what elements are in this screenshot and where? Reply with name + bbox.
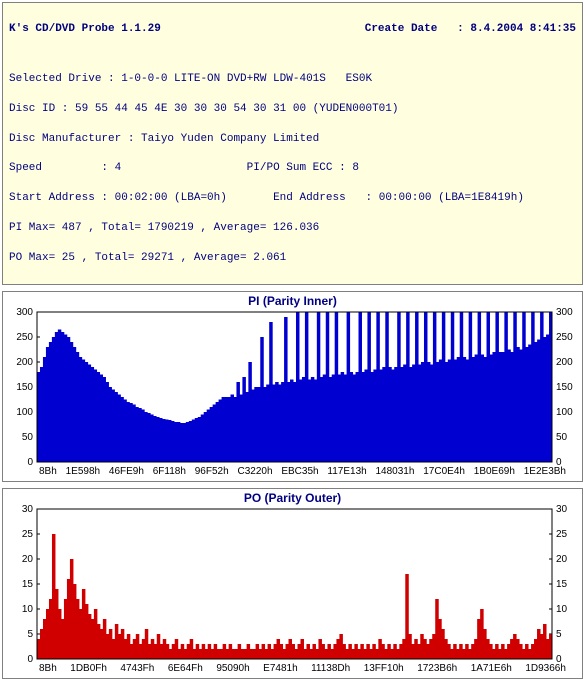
drive-row: Selected Drive : 1-0-0-0 LITE-ON DVD+RW … — [9, 72, 576, 87]
svg-text:50: 50 — [22, 432, 34, 443]
svg-text:20: 20 — [556, 554, 568, 565]
po-stats: PO Max= 25 , Total= 29271 , Average= 2.0… — [9, 251, 576, 266]
svg-text:25: 25 — [556, 529, 568, 540]
svg-text:20: 20 — [22, 554, 34, 565]
speed-row: Speed : 4 PI/PO Sum ECC : 8 — [9, 161, 576, 176]
svg-text:250: 250 — [16, 332, 33, 343]
svg-text:300: 300 — [556, 308, 573, 318]
svg-text:200: 200 — [556, 357, 573, 368]
svg-text:300: 300 — [16, 308, 33, 318]
po-chart-panel: PO (Parity Outer) 0 0 5 5 10 10 15 15 20 20 25 25 30… — [2, 488, 583, 679]
svg-text:30: 30 — [22, 505, 34, 515]
svg-text:10: 10 — [556, 604, 568, 615]
po-chart-title: PO (Parity Outer) — [3, 491, 582, 505]
svg-text:15: 15 — [22, 579, 34, 590]
address-row: Start Address : 00:02:00 (LBA=0h) End Ad… — [9, 191, 576, 206]
info-panel: K's CD/DVD Probe 1.1.29 Create Date : 8.4… — [2, 2, 583, 285]
app-title: K's CD/DVD Probe 1.1.29 — [9, 22, 161, 37]
svg-text:200: 200 — [16, 357, 33, 368]
svg-text:0: 0 — [556, 654, 562, 663]
pi-chart-title: PI (Parity Inner) — [3, 294, 582, 308]
svg-text:0: 0 — [27, 654, 33, 663]
svg-text:250: 250 — [556, 332, 573, 343]
pi-chart: 0 0 50 50 100 100 150 150 200 200 250 250 300 300 — [3, 308, 582, 466]
svg-text:25: 25 — [22, 529, 34, 540]
svg-text:10: 10 — [22, 604, 34, 615]
manufacturer-row: Disc Manufacturer : Taiyo Yuden Company … — [9, 132, 576, 147]
discid-row: Disc ID : 59 55 44 45 4E 30 30 30 54 30 … — [9, 102, 576, 117]
svg-text:100: 100 — [16, 407, 33, 418]
pi-chart-panel: PI (Parity Inner) 0 0 50 50 100 100 150 150 200 2… — [2, 291, 583, 482]
svg-text:15: 15 — [556, 579, 568, 590]
svg-text:150: 150 — [556, 382, 573, 393]
pi-stats: PI Max= 487 , Total= 1790219 , Average= … — [9, 221, 576, 236]
po-xaxis: 8Bh1DB0Fh4743Fh6E64Fh95090hE7481h11138Dh… — [3, 663, 582, 678]
svg-text:150: 150 — [16, 382, 33, 393]
svg-text:100: 100 — [556, 407, 573, 418]
svg-text:0: 0 — [556, 457, 562, 466]
create-date: Create Date : 8.4.2004 8:41:35 — [365, 22, 576, 37]
svg-text:5: 5 — [27, 629, 33, 640]
po-chart: 0 0 5 5 10 10 15 15 20 20 25 25 30 30 — [3, 505, 582, 663]
svg-text:5: 5 — [556, 629, 562, 640]
pi-xaxis: 8Bh1E598h46FE9h6F118h96F52hC3220hEBC35h1… — [3, 466, 582, 481]
svg-text:0: 0 — [27, 457, 33, 466]
svg-text:50: 50 — [556, 432, 568, 443]
svg-text:30: 30 — [556, 505, 568, 515]
